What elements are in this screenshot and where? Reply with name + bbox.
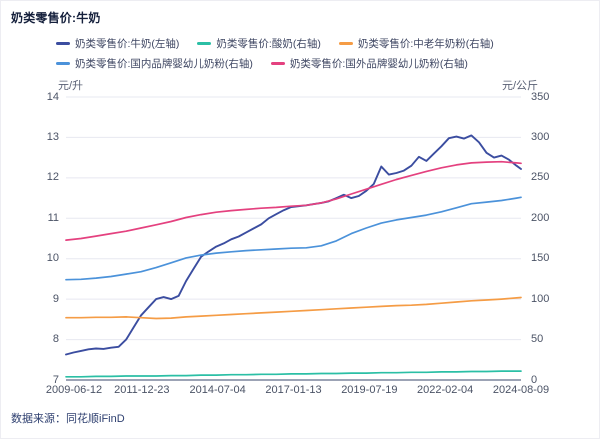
- legend-row-2: 奶类零售价:国内品牌婴幼儿奶粉(右轴) 奶类零售价:国外品牌婴幼儿奶粉(右轴): [56, 56, 494, 71]
- right-axis-tick-label: 350: [531, 90, 550, 103]
- left-axis-unit-label: 元/升: [58, 80, 84, 92]
- legend-line-swatch: [270, 62, 285, 65]
- legend-line-swatch: [338, 42, 353, 45]
- x-axis-tick-label: 2009-06-12: [45, 384, 103, 396]
- right-axis-tick-label: 150: [531, 252, 550, 265]
- right-axis-unit-label: 元/公斤: [502, 80, 539, 92]
- right-axis-tick-label: 200: [531, 211, 550, 224]
- left-axis-tick-label: 7: [52, 373, 59, 386]
- series-line-3: [65, 196, 522, 281]
- x-axis-tick-label: 2024-08-09: [492, 384, 550, 396]
- right-axis-tick-label: 300: [531, 130, 550, 143]
- legend-line-swatch: [56, 42, 70, 45]
- legend-row-1: 奶类零售价:牛奶(左轴) 奶类零售价:酸奶(右轴) 奶类零售价:中老年奶粉(右轴): [56, 36, 494, 51]
- legend-item-label: 奶类零售价:中老年奶粉(右轴): [357, 38, 494, 50]
- legend-line-swatch: [56, 62, 70, 65]
- series-line-1: [65, 370, 522, 378]
- left-axis-tick-label: 11: [47, 211, 59, 224]
- legend: 奶类零售价:牛奶(左轴) 奶类零售价:酸奶(右轴) 奶类零售价:中老年奶粉(右轴) 奶…: [56, 36, 494, 71]
- left-axis-tick-label: 14: [46, 90, 59, 103]
- left-axis-tick-label: 12: [46, 171, 59, 184]
- x-axis-tick-label: 2011-12-23: [114, 384, 170, 396]
- left-axis-tick-label: 9: [52, 292, 59, 305]
- x-axis-tick-label: 2017-01-13: [265, 384, 322, 396]
- page-title: 奶类零售价:牛奶: [11, 11, 101, 25]
- right-axis-tick-label: 250: [531, 171, 550, 184]
- legend-item-0[interactable]: 奶类零售价:牛奶(左轴): [56, 36, 179, 51]
- legend-item-label: 奶类零售价:酸奶(右轴): [216, 38, 321, 50]
- legend-item-1[interactable]: 奶类零售价:酸奶(右轴): [197, 36, 321, 51]
- x-axis-tick-label: 2014-07-04: [189, 384, 246, 396]
- series-line-0: [65, 134, 522, 356]
- legend-item-label: 奶类零售价:国内品牌婴幼儿奶粉(右轴): [75, 58, 253, 70]
- series-line-4: [65, 160, 522, 241]
- right-axis-tick-label: 100: [531, 292, 550, 305]
- x-axis-tick-label: 2022-02-04: [417, 384, 474, 396]
- left-axis-tick-label: 8: [52, 333, 59, 346]
- legend-line-swatch: [197, 42, 212, 45]
- legend-item-3[interactable]: 奶类零售价:国内品牌婴幼儿奶粉(右轴): [56, 56, 253, 71]
- left-axis-tick-label: 13: [46, 130, 59, 143]
- legend-item-label: 奶类零售价:国外品牌婴幼儿奶粉(右轴): [289, 58, 468, 70]
- series-line-2: [65, 296, 522, 320]
- legend-item-2[interactable]: 奶类零售价:中老年奶粉(右轴): [338, 36, 494, 51]
- data-source-text: 数据来源：同花顺iFinD: [11, 413, 125, 425]
- legend-item-label: 奶类零售价:牛奶(左轴): [75, 38, 180, 50]
- right-axis-tick-label: 50: [531, 333, 544, 346]
- left-axis-tick-label: 10: [46, 252, 59, 265]
- legend-item-4[interactable]: 奶类零售价:国外品牌婴幼儿奶粉(右轴): [270, 56, 468, 71]
- x-axis-tick-label: 2019-07-19: [341, 384, 398, 396]
- right-axis-tick-label: 0: [531, 373, 538, 386]
